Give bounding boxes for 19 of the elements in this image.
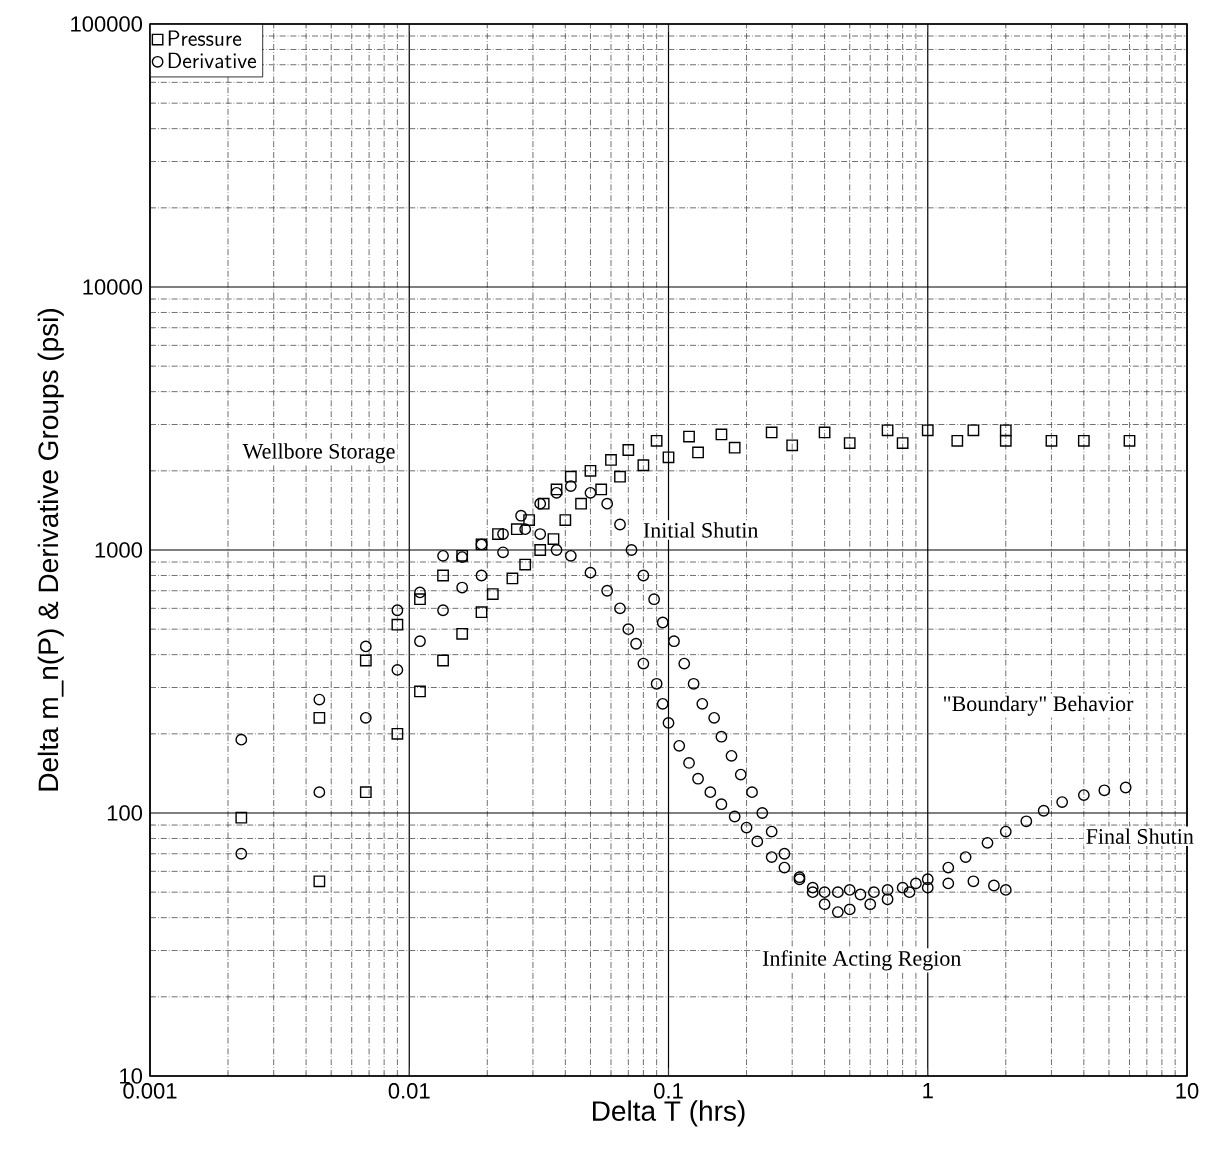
y-tick-label: 10 [120,1068,143,1084]
y-tick-label: 1000 [95,542,143,558]
annotation: Initial Shutin [643,522,759,538]
legend-label: Derivative [168,52,257,69]
legend-label: Pressure [168,30,242,46]
x-axis-title: Delta T (hrs) [593,1100,745,1127]
y-axis-title: Delta m_n(P) & Derivative Groups (psi) [37,309,64,791]
annotation: Wellbore Storage [242,443,395,464]
x-tick-label: 0.1 [654,1083,683,1099]
annotation: "Boundary" Behavior [943,695,1134,716]
y-tick-label: 100000 [71,16,143,32]
annotation: Infinite Acting Region [762,950,962,971]
y-tick-label: 100 [107,805,143,821]
y-tick-label: 10000 [83,279,143,295]
x-tick-label: 1 [923,1083,933,1099]
x-tick-label: 0.001 [123,1083,177,1099]
x-tick-label: 10 [1176,1083,1199,1099]
x-tick-label: 0.01 [388,1083,430,1099]
annotation: Final Shutin [1086,828,1194,844]
